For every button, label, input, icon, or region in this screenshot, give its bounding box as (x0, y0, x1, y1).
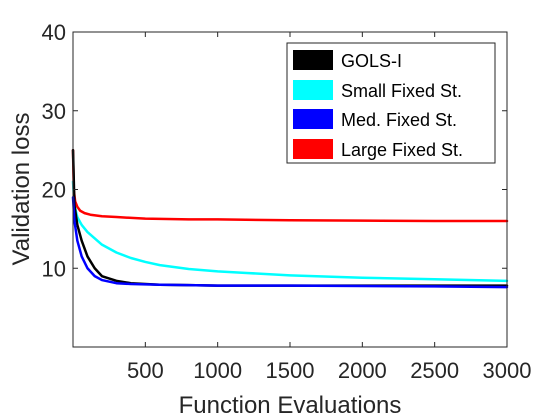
legend-label-large-fixed: Large Fixed St. (341, 140, 463, 160)
legend: GOLS-I Small Fixed St. Med. Fixed St. La… (286, 42, 496, 164)
x-tick-label: 3000 (483, 358, 532, 383)
x-tick-label: 2000 (338, 358, 387, 383)
legend-label-small-fixed: Small Fixed St. (341, 81, 462, 101)
y-tick-label: 20 (42, 178, 66, 203)
y-tick-label: 40 (42, 20, 66, 45)
x-tick-label: 1500 (266, 358, 315, 383)
legend-swatch-small-fixed (293, 80, 333, 100)
y-tick-label: 30 (42, 99, 66, 124)
series-layer (71, 148, 509, 289)
legend-swatch-gols-i (293, 50, 333, 70)
x-tick-label: 2500 (410, 358, 459, 383)
y-tick-label: 10 (42, 256, 66, 281)
series-line-med-fixed-st (71, 196, 509, 289)
series-line-small-fixed-st (71, 180, 509, 283)
legend-label-med-fixed: Med. Fixed St. (341, 110, 457, 130)
series-line-large-fixed-st (71, 148, 509, 223)
y-axis-title: Validation loss (8, 113, 35, 266)
ticks-layer: 500 1000 1500 2000 2500 3000 10 20 30 40 (42, 20, 532, 383)
x-axis-title: Function Evaluations (179, 392, 402, 419)
legend-label-gols-i: GOLS-I (341, 51, 402, 71)
x-tick-label: 1000 (193, 358, 242, 383)
legend-swatch-med-fixed (293, 109, 333, 129)
x-tick-label: 500 (127, 358, 164, 383)
legend-swatch-large-fixed (293, 139, 333, 159)
